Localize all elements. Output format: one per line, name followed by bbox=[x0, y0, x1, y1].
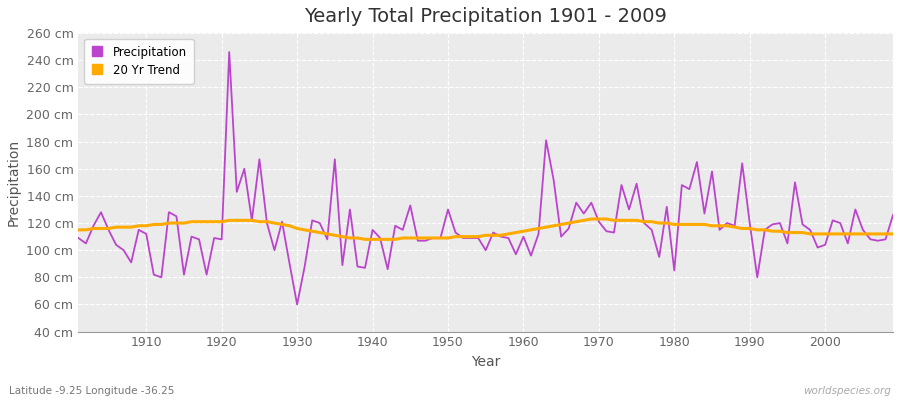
Line: Precipitation: Precipitation bbox=[78, 52, 893, 304]
Legend: Precipitation, 20 Yr Trend: Precipitation, 20 Yr Trend bbox=[85, 39, 194, 84]
X-axis label: Year: Year bbox=[471, 355, 500, 369]
20 Yr Trend bbox=[586, 216, 597, 221]
Y-axis label: Precipitation: Precipitation bbox=[7, 139, 21, 226]
Precipitation bbox=[624, 207, 634, 212]
20 Yr Trend bbox=[887, 232, 898, 236]
Precipitation bbox=[292, 302, 302, 307]
20 Yr Trend bbox=[624, 218, 634, 223]
Precipitation bbox=[133, 228, 144, 232]
Precipitation bbox=[533, 232, 544, 236]
Precipitation bbox=[224, 50, 235, 54]
Line: 20 Yr Trend: 20 Yr Trend bbox=[78, 219, 893, 239]
20 Yr Trend bbox=[526, 228, 536, 232]
Precipitation bbox=[360, 266, 371, 270]
Text: worldspecies.org: worldspecies.org bbox=[803, 386, 891, 396]
Precipitation bbox=[73, 236, 84, 240]
Title: Yearly Total Precipitation 1901 - 2009: Yearly Total Precipitation 1901 - 2009 bbox=[304, 7, 667, 26]
20 Yr Trend bbox=[133, 223, 144, 228]
Precipitation bbox=[887, 212, 898, 217]
20 Yr Trend bbox=[300, 228, 310, 232]
Precipitation bbox=[526, 253, 536, 258]
20 Yr Trend bbox=[345, 236, 356, 240]
Precipitation bbox=[314, 221, 325, 226]
20 Yr Trend bbox=[360, 237, 371, 242]
20 Yr Trend bbox=[73, 228, 84, 232]
20 Yr Trend bbox=[518, 229, 529, 234]
Text: Latitude -9.25 Longitude -36.25: Latitude -9.25 Longitude -36.25 bbox=[9, 386, 175, 396]
